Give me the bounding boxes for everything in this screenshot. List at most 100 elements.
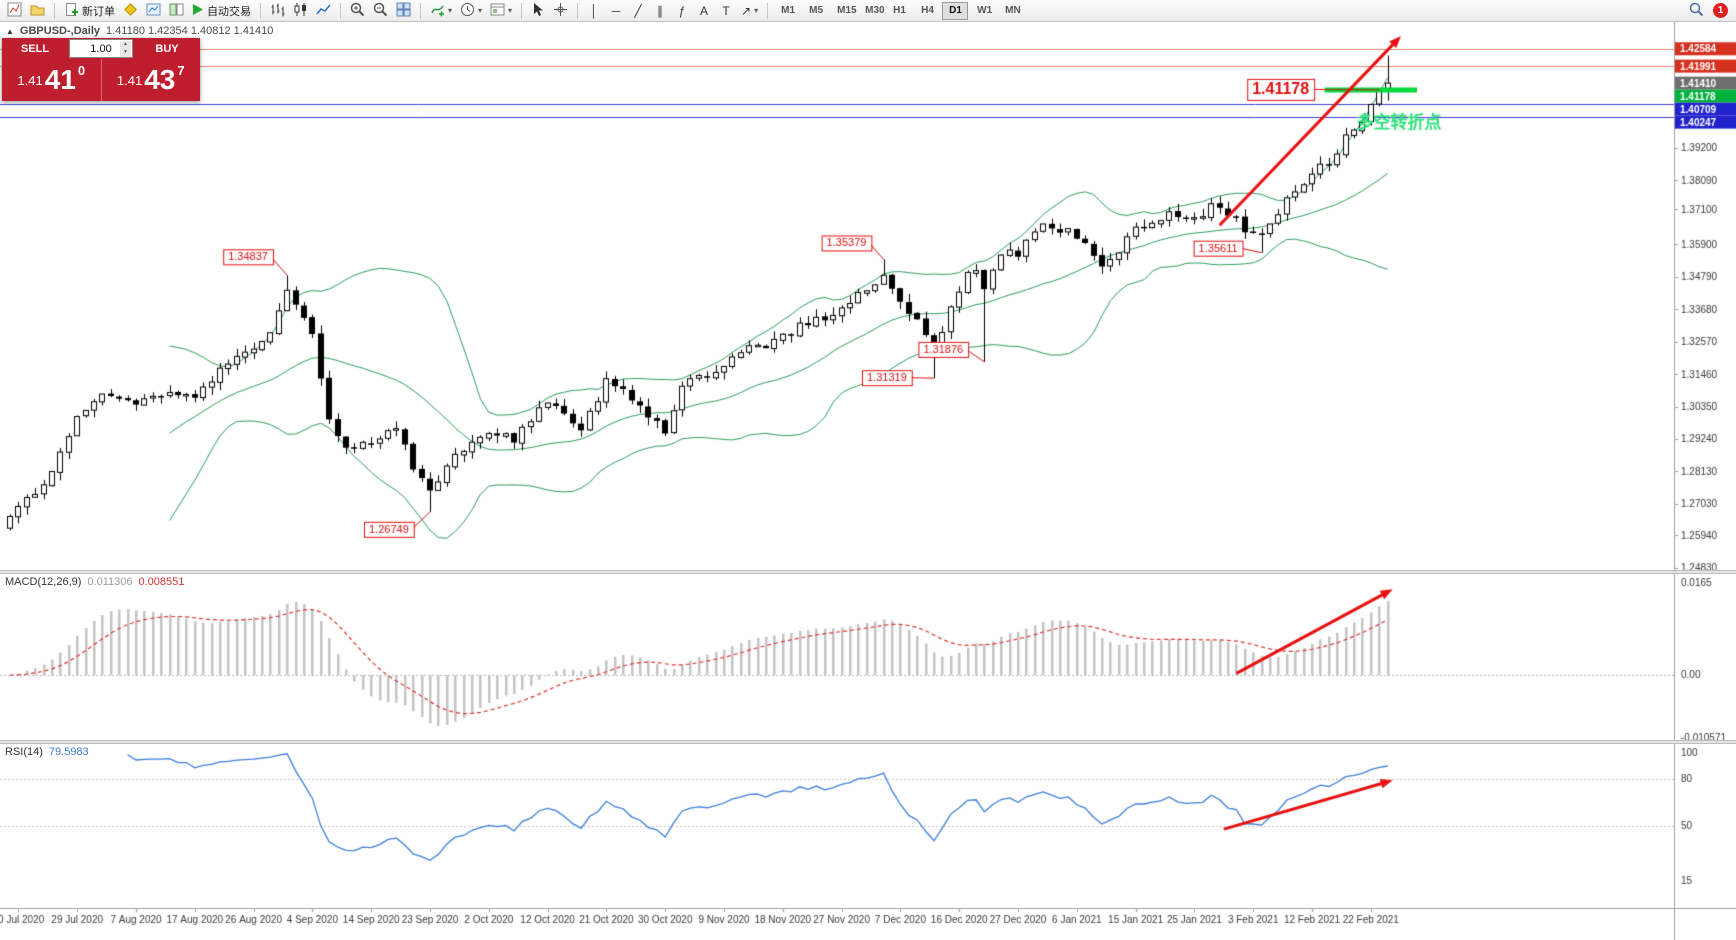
horizontal-line-icon: ─ bbox=[611, 3, 621, 18]
buy-button[interactable]: BUY bbox=[134, 38, 200, 59]
volume-stepper[interactable]: 1.00 ▲ ▼ bbox=[69, 39, 133, 58]
line-chart-button[interactable] bbox=[313, 1, 334, 20]
zoom-out-icon bbox=[373, 2, 388, 20]
cursor-icon bbox=[532, 2, 545, 20]
vertical-line-tool-button[interactable]: │ bbox=[584, 1, 604, 20]
indicators-icon bbox=[430, 2, 445, 20]
channel-icon: ∥ bbox=[657, 3, 664, 18]
timeframes-menu-button[interactable]: ▾ bbox=[457, 1, 485, 20]
buy-price-major: 1.41 bbox=[116, 72, 143, 88]
search-button[interactable] bbox=[1686, 1, 1707, 20]
market-watch-button[interactable] bbox=[143, 1, 164, 20]
rsi-label: RSI(14) 79.5983 bbox=[5, 746, 89, 758]
ohlc-values: 1.41180 1.42354 1.40812 1.41410 bbox=[106, 25, 274, 37]
text-tool-button[interactable]: A bbox=[694, 1, 714, 20]
buy-price-pips: 43 bbox=[144, 64, 176, 95]
toolbar-separator bbox=[54, 2, 55, 19]
strategy-tester-icon bbox=[169, 2, 184, 20]
strategy-tester-button[interactable] bbox=[166, 1, 187, 20]
sell-price[interactable]: 1.41 41 0 bbox=[2, 59, 102, 101]
toolbar-separator bbox=[577, 2, 579, 19]
channel-tool-button[interactable]: ∥ bbox=[650, 1, 670, 20]
new-order-button[interactable]: 新订单 bbox=[61, 1, 118, 20]
search-icon bbox=[1689, 2, 1704, 20]
rsi-value: 79.5983 bbox=[48, 746, 89, 758]
timeframe-m5-button[interactable]: M5 bbox=[802, 2, 828, 20]
main-toolbar: 新订单 自动交易 bbox=[0, 0, 1736, 22]
buy-price[interactable]: 1.41 43 7 bbox=[102, 59, 201, 101]
vertical-line-icon: │ bbox=[590, 3, 598, 18]
macd-name: MACD(12,26,9) bbox=[5, 576, 82, 588]
tile-windows-button[interactable] bbox=[393, 1, 414, 20]
new-chart-icon bbox=[7, 2, 22, 20]
zoom-in-button[interactable] bbox=[347, 1, 368, 20]
cursor-tool-button[interactable] bbox=[528, 1, 548, 20]
timeframe-h4-button[interactable]: H4 bbox=[914, 2, 940, 20]
candlestick-chart-button[interactable] bbox=[290, 1, 311, 20]
volume-up-button[interactable]: ▲ bbox=[120, 40, 131, 49]
crosshair-icon bbox=[553, 2, 568, 20]
panel-separator[interactable] bbox=[0, 570, 1736, 574]
chevron-down-icon: ▾ bbox=[478, 5, 483, 15]
notification-badge[interactable]: 1 bbox=[1713, 3, 1728, 18]
sell-price-major: 1.41 bbox=[17, 72, 43, 88]
templates-icon bbox=[490, 2, 505, 20]
zoom-out-button[interactable] bbox=[370, 1, 391, 20]
chart-canvas[interactable] bbox=[0, 22, 1736, 940]
clock-icon bbox=[460, 2, 475, 20]
sell-price-pips: 41 bbox=[44, 64, 76, 95]
autotrade-button[interactable]: 自动交易 bbox=[189, 1, 254, 20]
indicators-button[interactable]: ▾ bbox=[427, 1, 455, 20]
metaeditor-button[interactable] bbox=[120, 1, 141, 20]
trendline-icon: ╱ bbox=[634, 3, 642, 18]
text-label-icon: T bbox=[722, 3, 730, 18]
sell-button[interactable]: SELL bbox=[2, 38, 68, 59]
buy-price-point: 7 bbox=[177, 63, 185, 78]
autotrade-label: 自动交易 bbox=[207, 5, 251, 18]
volume-down-button[interactable]: ▼ bbox=[120, 48, 131, 57]
horizontal-line-tool-button[interactable]: ─ bbox=[606, 1, 626, 20]
autotrade-play-icon bbox=[192, 3, 204, 19]
profiles-button[interactable] bbox=[27, 1, 48, 20]
chevron-down-icon: ▾ bbox=[754, 5, 759, 15]
volume-value: 1.00 bbox=[90, 42, 112, 55]
new-order-icon bbox=[64, 2, 79, 20]
timeframe-m30-button[interactable]: M30 bbox=[858, 2, 884, 20]
timeframe-m15-button[interactable]: M15 bbox=[830, 2, 856, 20]
chevron-down-icon: ▾ bbox=[448, 5, 453, 15]
market-watch-icon bbox=[146, 2, 161, 20]
one-click-trading-panel: SELL 1.00 ▲ ▼ BUY 1.41 41 0 1.41 43 7 bbox=[2, 38, 200, 101]
bar-chart-button[interactable] bbox=[267, 1, 288, 20]
toolbar-separator bbox=[521, 2, 523, 19]
timeframe-h1-button[interactable]: H1 bbox=[886, 2, 912, 20]
toolbar-separator bbox=[420, 2, 421, 19]
macd-label: MACD(12,26,9) 0.011306 0.008551 bbox=[5, 576, 184, 588]
timeframe-mn-button[interactable]: MN bbox=[998, 2, 1024, 20]
one-click-collapse-toggle[interactable]: ▲ bbox=[6, 26, 14, 36]
chart-header: ▲ GBPUSD-,Daily 1.41180 1.42354 1.40812 … bbox=[6, 25, 273, 37]
label-tool-button[interactable]: T bbox=[716, 1, 736, 20]
folder-icon bbox=[30, 2, 45, 20]
crosshair-tool-button[interactable] bbox=[550, 1, 571, 20]
chevron-down-icon: ▾ bbox=[508, 5, 513, 15]
timeframe-w1-button[interactable]: W1 bbox=[970, 2, 996, 20]
fibonacci-icon: ƒ bbox=[678, 3, 686, 18]
trendline-tool-button[interactable]: ╱ bbox=[628, 1, 648, 20]
symbol-period-label: GBPUSD-,Daily bbox=[19, 25, 100, 37]
toolbar-separator bbox=[340, 2, 341, 19]
macd-value: 0.011306 bbox=[87, 576, 133, 588]
zoom-in-icon bbox=[350, 2, 365, 20]
metaeditor-icon bbox=[123, 2, 138, 20]
tile-windows-icon bbox=[396, 2, 411, 20]
templates-button[interactable]: ▾ bbox=[487, 1, 515, 20]
fibonacci-tool-button[interactable]: ƒ bbox=[672, 1, 692, 20]
panel-separator[interactable] bbox=[0, 740, 1736, 744]
text-icon: A bbox=[700, 3, 709, 18]
timeframe-d1-button[interactable]: D1 bbox=[942, 1, 969, 20]
new-chart-button[interactable] bbox=[4, 1, 25, 20]
macd-signal-value: 0.008551 bbox=[138, 576, 185, 588]
arrows-tool-button[interactable]: ↗ ▾ bbox=[738, 1, 761, 20]
timeframe-m1-button[interactable]: M1 bbox=[774, 2, 800, 20]
new-order-label: 新订单 bbox=[82, 5, 115, 18]
